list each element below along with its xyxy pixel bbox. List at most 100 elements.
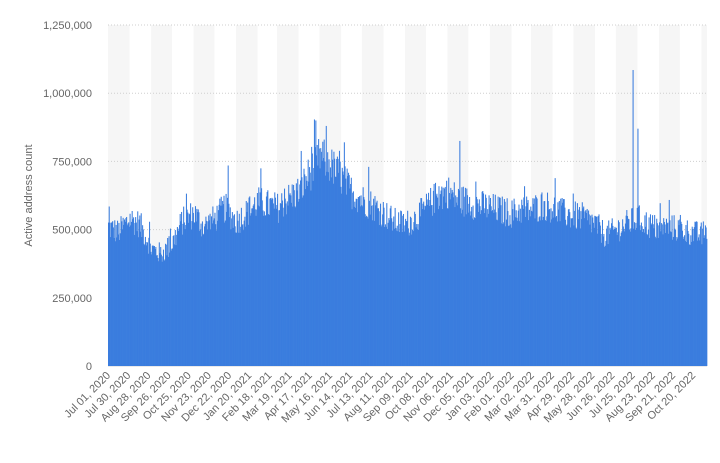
bar (254, 209, 256, 366)
bar (272, 203, 274, 366)
bar (654, 215, 656, 366)
bar (601, 242, 603, 366)
bar (646, 234, 648, 366)
bar (567, 209, 569, 366)
bar (367, 218, 369, 366)
bar (220, 205, 222, 366)
bar (284, 198, 286, 366)
bar (565, 219, 567, 366)
bar (461, 187, 463, 366)
bar (316, 144, 318, 366)
bar (542, 216, 544, 366)
bar (654, 236, 656, 366)
bar (418, 229, 420, 366)
bar (329, 167, 331, 366)
bar (506, 198, 508, 366)
bar (295, 207, 297, 366)
bar (544, 201, 546, 366)
bar (549, 222, 551, 366)
bar (402, 215, 404, 366)
bar (608, 234, 610, 366)
bar (436, 193, 438, 366)
bar (409, 232, 411, 366)
bar (396, 230, 398, 366)
bar (497, 196, 499, 366)
bar (139, 215, 141, 366)
bar (469, 197, 471, 366)
bar (449, 199, 451, 366)
bar (356, 198, 358, 366)
y-axis-title: Active address count (23, 144, 35, 246)
bar (644, 215, 646, 366)
bar (307, 159, 309, 366)
bar (601, 219, 603, 366)
bar (466, 195, 469, 366)
bar (404, 225, 406, 366)
bar (529, 216, 531, 366)
bar (670, 232, 672, 366)
bar (540, 220, 542, 366)
bar (451, 189, 453, 366)
bar (181, 234, 183, 366)
bar (430, 187, 432, 366)
bar (212, 206, 214, 366)
bar (572, 193, 574, 366)
bar (624, 223, 626, 366)
bar (579, 228, 581, 366)
bar (437, 197, 439, 366)
bar (174, 244, 176, 366)
bar (475, 181, 477, 366)
bar (659, 203, 661, 366)
bar (687, 231, 689, 366)
bar (188, 213, 190, 366)
bar (119, 233, 121, 366)
bar (561, 198, 563, 366)
bar (432, 215, 434, 366)
bar (206, 220, 208, 366)
bar (441, 209, 443, 366)
bar (120, 216, 122, 366)
bar (425, 206, 427, 366)
bar (686, 220, 688, 366)
bar (377, 208, 379, 366)
bar (220, 196, 222, 366)
bar (568, 208, 570, 366)
bar (496, 220, 498, 366)
bar (351, 209, 353, 366)
bar (154, 249, 156, 366)
bar (378, 225, 380, 366)
bar (695, 222, 697, 366)
bar (315, 120, 317, 366)
bar (706, 238, 708, 366)
bar (407, 228, 409, 366)
bar (408, 235, 410, 366)
bar (191, 221, 193, 366)
bar (226, 211, 228, 366)
bar (382, 214, 384, 366)
bar (221, 205, 223, 366)
bar (455, 195, 457, 366)
bar (213, 220, 215, 366)
bar (469, 215, 471, 366)
bar (616, 234, 618, 366)
bar (354, 207, 357, 366)
bar (214, 212, 216, 366)
bar (309, 167, 311, 366)
bar (617, 220, 619, 366)
bar (480, 210, 482, 366)
bar (394, 207, 396, 366)
bar (414, 213, 416, 366)
bar (299, 184, 301, 366)
bar (305, 176, 307, 366)
bar (136, 231, 138, 366)
bar (483, 213, 485, 366)
bar (258, 206, 261, 366)
bar (353, 206, 355, 366)
bar (121, 221, 123, 366)
bar (319, 168, 321, 366)
bar (277, 193, 279, 366)
bar (530, 210, 533, 366)
bar (328, 159, 330, 366)
bar (528, 220, 530, 366)
bar (317, 165, 319, 366)
